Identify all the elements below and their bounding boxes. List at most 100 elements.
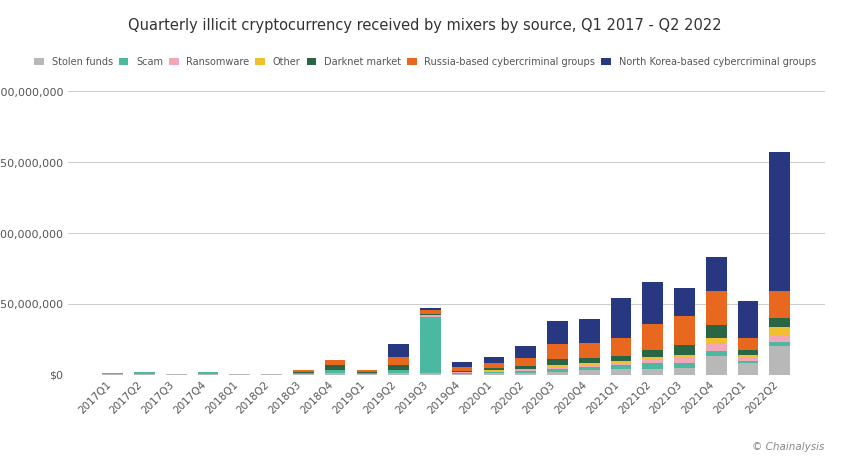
Bar: [610, 369, 632, 375]
Bar: [420, 373, 440, 375]
Bar: [325, 360, 345, 366]
Bar: [547, 360, 568, 365]
Bar: [610, 298, 632, 338]
Bar: [452, 361, 473, 367]
Bar: [452, 371, 473, 372]
Bar: [706, 291, 727, 325]
Bar: [484, 373, 504, 375]
Bar: [102, 373, 123, 374]
Bar: [420, 314, 440, 315]
Bar: [420, 316, 440, 317]
Bar: [325, 371, 345, 373]
Bar: [293, 370, 314, 372]
Bar: [674, 357, 694, 362]
Bar: [706, 356, 727, 375]
Bar: [643, 282, 663, 324]
Bar: [738, 301, 758, 338]
Bar: [515, 371, 536, 373]
Bar: [547, 344, 568, 360]
Bar: [484, 357, 504, 363]
Bar: [547, 321, 568, 344]
Bar: [134, 372, 155, 374]
Bar: [769, 342, 790, 346]
Bar: [515, 366, 536, 369]
Bar: [579, 367, 599, 371]
Bar: [738, 363, 758, 375]
Bar: [579, 319, 599, 343]
Bar: [579, 358, 599, 363]
Bar: [547, 365, 568, 367]
Bar: [388, 370, 409, 371]
Text: © Chainalysis: © Chainalysis: [752, 442, 824, 452]
Bar: [643, 363, 663, 369]
Bar: [452, 372, 473, 373]
Bar: [452, 374, 473, 375]
Bar: [515, 358, 536, 366]
Bar: [356, 372, 377, 373]
Bar: [420, 317, 440, 373]
Bar: [198, 372, 218, 374]
Bar: [356, 371, 377, 372]
Bar: [515, 345, 536, 358]
Bar: [293, 374, 314, 375]
Bar: [134, 374, 155, 375]
Bar: [674, 316, 694, 345]
Bar: [484, 371, 504, 372]
Bar: [769, 346, 790, 375]
Bar: [769, 327, 790, 336]
Bar: [579, 363, 599, 366]
Bar: [293, 373, 314, 374]
Bar: [515, 370, 536, 371]
Bar: [102, 374, 123, 375]
Bar: [325, 366, 345, 370]
Bar: [706, 344, 727, 351]
Bar: [674, 345, 694, 355]
Bar: [325, 370, 345, 371]
Bar: [706, 325, 727, 338]
Bar: [579, 371, 599, 375]
Bar: [643, 324, 663, 350]
Text: Quarterly illicit cryptocurrency received by mixers by source, Q1 2017 - Q2 2022: Quarterly illicit cryptocurrency receive…: [128, 18, 722, 33]
Bar: [420, 310, 440, 314]
Bar: [388, 371, 409, 373]
Bar: [198, 374, 218, 375]
Legend: Stolen funds, Scam, Ransomware, Other, Darknet market, Russia-based cybercrimina: Stolen funds, Scam, Ransomware, Other, D…: [32, 55, 818, 69]
Bar: [738, 356, 758, 358]
Bar: [610, 338, 632, 356]
Bar: [356, 373, 377, 374]
Bar: [325, 373, 345, 375]
Bar: [643, 350, 663, 356]
Bar: [769, 318, 790, 327]
Bar: [643, 369, 663, 375]
Bar: [610, 365, 632, 369]
Bar: [547, 372, 568, 375]
Bar: [356, 374, 377, 375]
Bar: [420, 308, 440, 310]
Bar: [388, 373, 409, 375]
Bar: [674, 362, 694, 367]
Bar: [738, 338, 758, 351]
Bar: [706, 257, 727, 291]
Bar: [388, 344, 409, 356]
Bar: [388, 365, 409, 370]
Bar: [579, 366, 599, 367]
Bar: [610, 361, 632, 362]
Bar: [515, 373, 536, 375]
Bar: [547, 367, 568, 368]
Bar: [706, 338, 727, 344]
Bar: [674, 355, 694, 357]
Bar: [643, 356, 663, 360]
Bar: [484, 363, 504, 368]
Bar: [452, 373, 473, 374]
Bar: [610, 362, 632, 365]
Bar: [420, 315, 440, 316]
Bar: [293, 372, 314, 373]
Bar: [674, 288, 694, 316]
Bar: [769, 336, 790, 342]
Bar: [547, 368, 568, 372]
Bar: [388, 356, 409, 365]
Bar: [484, 372, 504, 373]
Bar: [674, 367, 694, 375]
Bar: [738, 358, 758, 361]
Bar: [769, 291, 790, 318]
